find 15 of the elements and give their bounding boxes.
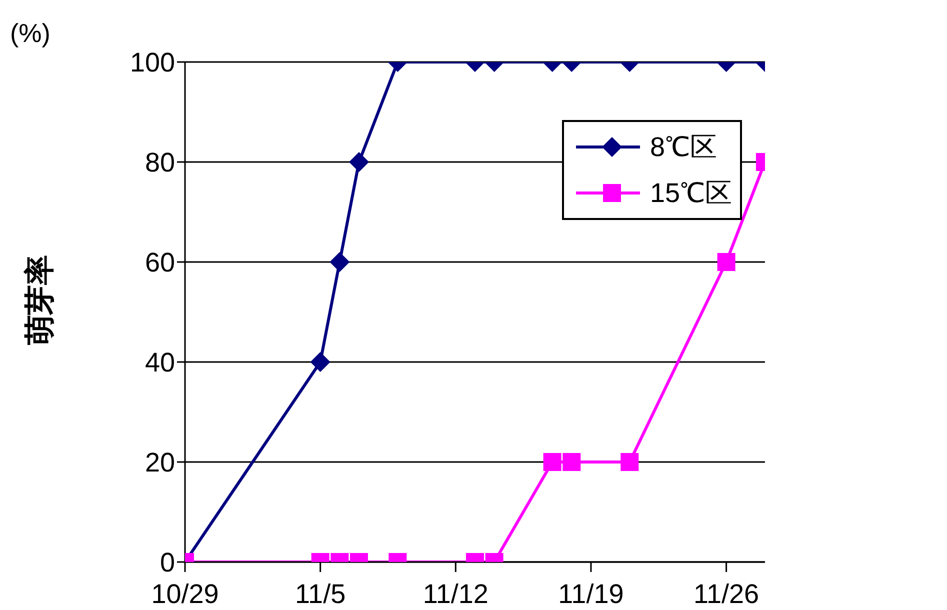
y-axis-title: 萌芽率	[22, 255, 58, 345]
y-tick-label: 20	[144, 448, 175, 478]
y-tick-label: 80	[144, 148, 175, 178]
text: (%)	[10, 18, 50, 49]
x-tick-label: 11/5	[295, 579, 346, 610]
y-tick-label: 40	[144, 348, 175, 378]
legend-label: 8℃区	[650, 131, 717, 164]
y-tick-label: 100	[130, 48, 175, 78]
legend-label: 15℃区	[650, 177, 732, 210]
x-tick-label: 11/19	[558, 579, 624, 610]
y-tick-label: 60	[144, 248, 175, 278]
x-tick-label: 11/12	[422, 579, 488, 610]
x-tick-label: 11/26	[694, 579, 760, 610]
x-tick-label: 10/29	[151, 579, 219, 610]
y-tick-label: 0	[160, 548, 175, 578]
